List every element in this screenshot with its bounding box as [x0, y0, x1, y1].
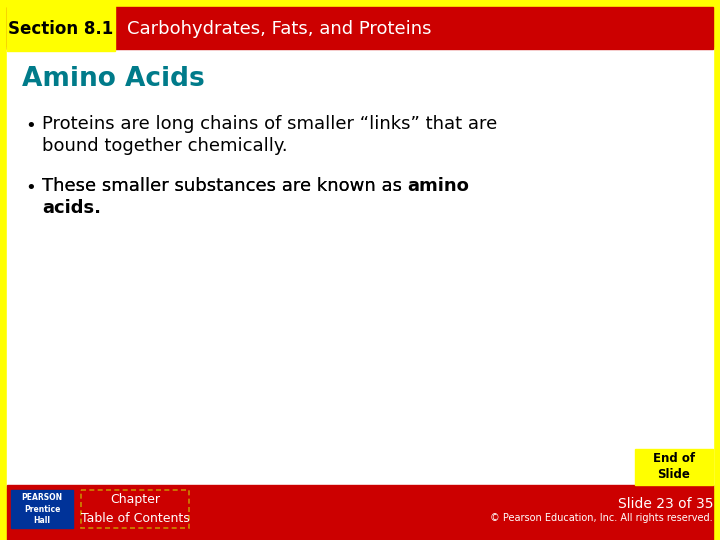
- Bar: [7, 47, 713, 488]
- Text: •: •: [25, 179, 36, 197]
- Text: acids.: acids.: [42, 199, 101, 217]
- Text: Amino Acids: Amino Acids: [22, 66, 204, 92]
- Bar: [7, 485, 713, 540]
- Text: Chapter
Table of Contents: Chapter Table of Contents: [81, 494, 189, 524]
- Bar: [7, 7, 713, 49]
- Bar: [11, 490, 73, 528]
- Text: bound together chemically.: bound together chemically.: [42, 137, 287, 155]
- Text: These smaller substances are known as: These smaller substances are known as: [42, 177, 408, 195]
- Text: © Pearson Education, Inc. All rights reserved.: © Pearson Education, Inc. All rights res…: [490, 513, 713, 523]
- Text: PEARSON
Prentice
Hall: PEARSON Prentice Hall: [22, 494, 63, 524]
- Text: Proteins are long chains of smaller “links” that are: Proteins are long chains of smaller “lin…: [42, 115, 498, 133]
- Text: Carbohydrates, Fats, and Proteins: Carbohydrates, Fats, and Proteins: [127, 20, 431, 38]
- Text: Section 8.1: Section 8.1: [9, 20, 114, 38]
- Bar: [635, 449, 713, 485]
- Text: Slide 23 of 35: Slide 23 of 35: [618, 497, 713, 511]
- Text: •: •: [25, 117, 36, 135]
- Text: End of
Slide: End of Slide: [653, 453, 695, 482]
- Bar: [81, 490, 189, 528]
- Text: These smaller substances are known as: These smaller substances are known as: [42, 177, 408, 195]
- Bar: [7, 5, 115, 51]
- Text: amino: amino: [408, 177, 469, 195]
- Bar: [81, 490, 189, 528]
